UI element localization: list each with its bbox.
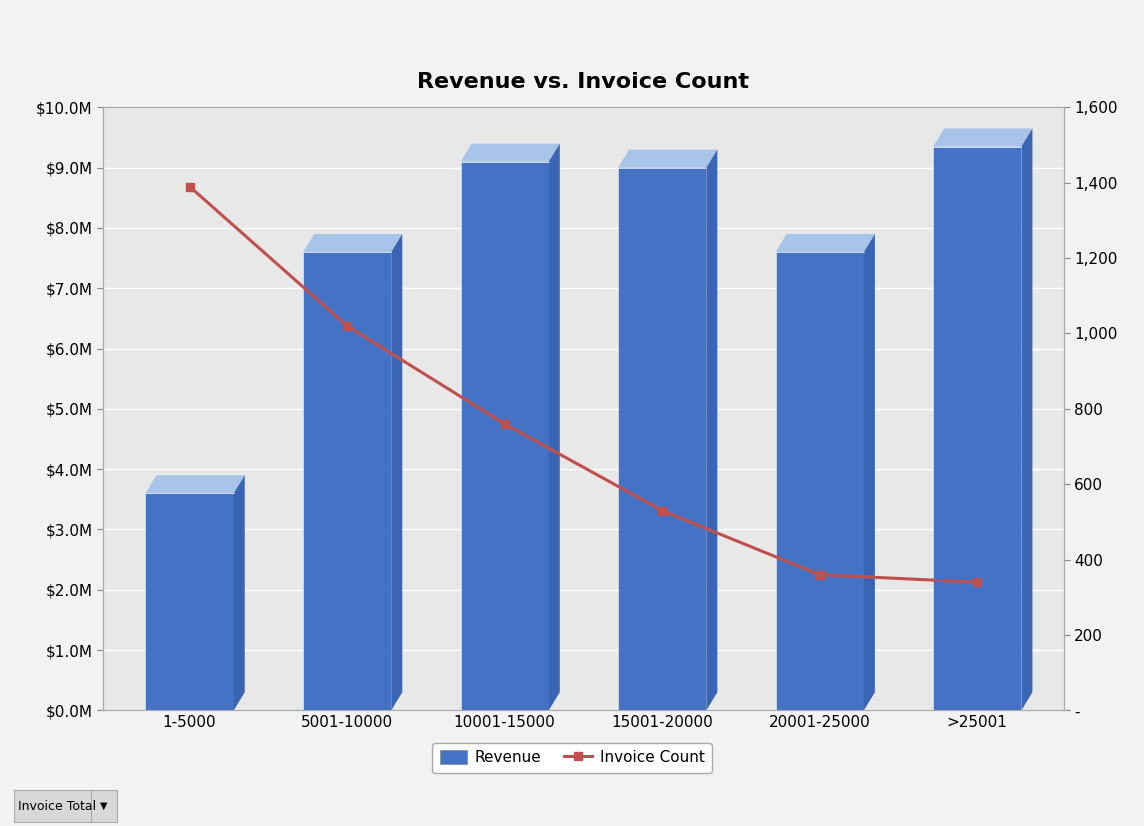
Text: ▼: ▼ xyxy=(100,801,108,811)
Polygon shape xyxy=(303,252,391,710)
Polygon shape xyxy=(776,252,864,710)
Polygon shape xyxy=(391,234,403,710)
Polygon shape xyxy=(461,162,549,710)
Polygon shape xyxy=(706,150,717,710)
Polygon shape xyxy=(618,150,717,168)
Legend: Revenue, Invoice Count: Revenue, Invoice Count xyxy=(432,743,712,773)
Text: Invoice Total: Invoice Total xyxy=(18,800,96,813)
Polygon shape xyxy=(233,475,245,710)
Polygon shape xyxy=(549,144,559,710)
Polygon shape xyxy=(145,493,233,710)
Polygon shape xyxy=(303,234,403,252)
Polygon shape xyxy=(776,234,875,252)
Title: Revenue vs. Invoice Count: Revenue vs. Invoice Count xyxy=(418,72,749,92)
Polygon shape xyxy=(145,475,245,493)
Polygon shape xyxy=(934,146,1022,710)
Polygon shape xyxy=(934,129,1032,146)
Polygon shape xyxy=(864,234,875,710)
Polygon shape xyxy=(1022,129,1032,710)
Polygon shape xyxy=(461,144,559,162)
Polygon shape xyxy=(618,168,706,710)
